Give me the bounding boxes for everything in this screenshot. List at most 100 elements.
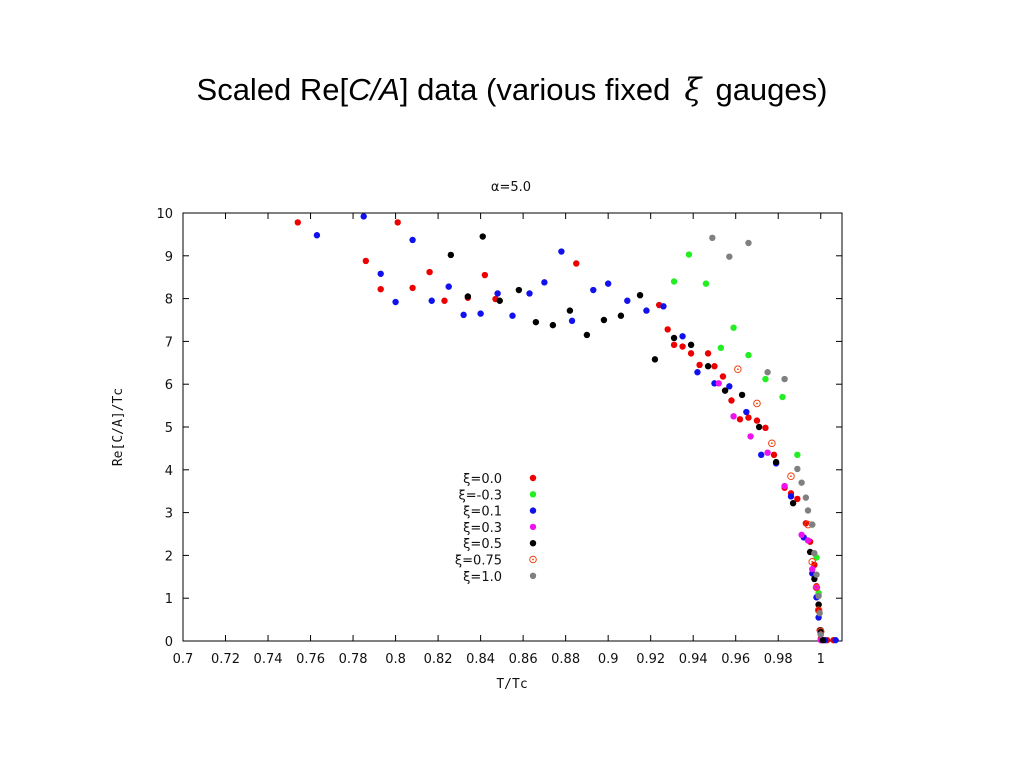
data-point (702, 280, 710, 287)
legend-label: ξ=0.5 (463, 537, 502, 552)
x-tick-label: 1 (817, 652, 825, 667)
legend-label: ξ=0.75 (455, 554, 502, 569)
data-point (762, 375, 769, 383)
data-point (817, 631, 824, 638)
x-tick-label: 0.96 (721, 652, 750, 667)
y-tick-label: 3 (165, 507, 173, 522)
x-tick-label: 0.88 (551, 652, 580, 667)
series-ξ=0.0 (294, 219, 837, 644)
x-tick-label: 0.7 (173, 652, 194, 667)
data-point (736, 416, 744, 423)
data-point (715, 380, 722, 387)
legend-label: ξ=0.0 (463, 472, 502, 487)
data-point (811, 550, 818, 557)
data-point (509, 312, 516, 319)
data-point-center (756, 402, 758, 405)
data-point (464, 293, 472, 300)
data-point (394, 219, 401, 226)
data-point (753, 417, 761, 424)
data-point (617, 312, 625, 319)
data-point (568, 317, 576, 325)
data-point (558, 248, 565, 255)
data-point (794, 495, 801, 503)
data-point-center (736, 368, 739, 371)
data-point (809, 565, 816, 573)
series-layer (294, 213, 839, 644)
y-tick-label: 4 (165, 464, 173, 479)
data-point (779, 393, 786, 401)
data-point (496, 297, 503, 304)
data-point (687, 341, 695, 349)
series-ξ=1.0 (709, 234, 824, 638)
data-point (747, 433, 754, 440)
data-point (294, 219, 301, 226)
legend-marker (529, 523, 537, 531)
y-tick-label: 5 (165, 421, 173, 436)
data-point (762, 424, 769, 432)
title-italic: C/A (348, 72, 400, 107)
data-point (764, 369, 771, 376)
data-point (549, 321, 557, 329)
data-point (636, 291, 644, 299)
data-point (726, 253, 733, 260)
x-axis-label: T/Tc (496, 677, 527, 692)
data-point (573, 260, 580, 267)
data-point (685, 251, 693, 258)
data-point (460, 311, 467, 319)
data-point (728, 397, 735, 404)
data-point (745, 414, 752, 421)
data-point (781, 375, 788, 383)
data-point (772, 458, 780, 466)
data-point (624, 297, 631, 304)
data-point (730, 413, 737, 420)
title-suffix: gauges) (715, 72, 828, 107)
data-point (651, 356, 659, 363)
x-tick-label: 0.78 (339, 652, 368, 667)
title-middle: ] data (various fixed (399, 72, 671, 107)
y-tick-label: 1 (165, 592, 173, 607)
x-tick-label: 0.84 (466, 652, 495, 667)
legend-marker (529, 474, 537, 482)
data-point (738, 391, 746, 399)
data-point (730, 324, 737, 331)
data-point (743, 408, 750, 416)
data-point (813, 571, 820, 578)
series-ξ=0.5 (447, 233, 827, 644)
data-point (726, 383, 733, 390)
data-point (447, 251, 455, 259)
data-point (477, 310, 484, 317)
data-point (377, 285, 384, 293)
x-axis: 0.7 0.72 0.74 0.76 0.78 0.8 0.82 0.84 0.86 0.88 0.… (173, 213, 825, 667)
data-point (696, 361, 703, 369)
data-point (409, 284, 416, 292)
data-point (428, 297, 435, 304)
data-point-center (807, 523, 809, 526)
x-tick-label: 0.72 (211, 652, 240, 667)
legend-marker (529, 572, 537, 579)
data-point (704, 363, 712, 370)
data-point (789, 499, 797, 507)
data-point (711, 363, 718, 370)
data-point (479, 233, 486, 240)
data-point (798, 479, 805, 486)
data-point-center (811, 560, 814, 563)
legend-label: ξ=0.3 (463, 521, 502, 536)
x-tick-label: 0.8 (385, 652, 406, 667)
data-point (445, 283, 452, 290)
x-tick-label: 0.9 (598, 652, 619, 667)
data-point (532, 318, 540, 326)
data-point (566, 307, 574, 314)
data-point (604, 280, 612, 287)
y-axis: 0 1 2 3 4 5 6 7 8 9 10 (156, 207, 842, 650)
data-point (815, 601, 822, 608)
data-point (815, 592, 822, 600)
data-point (717, 344, 725, 352)
data-point (670, 278, 678, 285)
data-point-center (770, 442, 773, 445)
series-ξ=-0.3 (670, 251, 824, 644)
data-point (798, 531, 805, 539)
y-tick-label: 6 (165, 378, 173, 393)
y-tick-label: 7 (165, 335, 173, 350)
x-tick-label: 0.76 (296, 652, 325, 667)
data-point (819, 636, 827, 644)
